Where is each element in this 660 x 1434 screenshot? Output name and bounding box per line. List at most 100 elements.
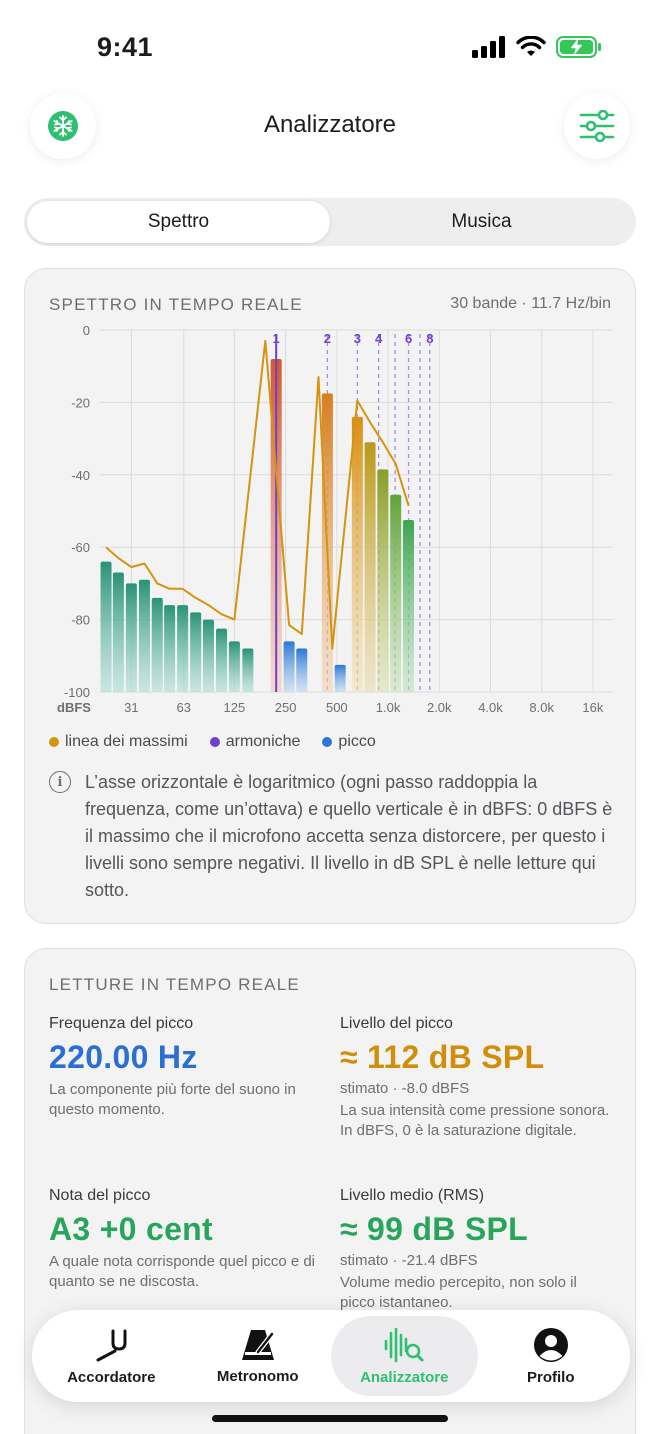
segment-musica[interactable]: Musica — [451, 211, 512, 232]
reading-peak-note: Nota del picco A3 +0 cent A quale nota c… — [49, 1187, 319, 1292]
legend-label: picco — [338, 733, 376, 750]
x-tick-label: 250 — [275, 700, 297, 715]
legend-label: armoniche — [225, 733, 301, 750]
spectrum-bar — [242, 648, 254, 692]
snowflake-icon — [48, 111, 78, 141]
reading-sub: stimato · -21.4 dBFS — [340, 1252, 478, 1269]
x-tick-label: 16k — [582, 700, 603, 715]
spectrum-bar — [164, 605, 176, 692]
y-tick-label: -60 — [71, 540, 90, 555]
reading-peak-level: Livello del picco ≈ 112 dB SPL stimato ·… — [340, 1015, 610, 1141]
reading-desc: A quale nota corrisponde quel picco e di… — [49, 1253, 316, 1290]
harmonic-number: 2 — [324, 331, 331, 346]
home-indicator — [212, 1415, 448, 1422]
reading-sub: stimato · -8.0 dBFS — [340, 1080, 470, 1097]
readings-heading: LETTURE IN TEMPO REALE — [49, 975, 300, 994]
legend-dot-peak — [322, 737, 333, 747]
reading-desc: La sua intensità come pressione sonora. … — [340, 1102, 610, 1139]
chart-info: i L’asse orizzontale è logaritmico (ogni… — [49, 769, 619, 904]
sliders-icon — [579, 110, 615, 142]
reading-label: Nota del picco — [49, 1187, 151, 1204]
legend-item-peak: picco — [322, 733, 376, 751]
spectrum-card: SPETTRO IN TEMPO REALE 30 bande · 11.7 H… — [24, 268, 636, 924]
x-tick-label: 31 — [124, 700, 138, 715]
reading-rms-level: Livello medio (RMS) ≈ 99 dB SPL stimato … — [340, 1187, 610, 1313]
tab-metronomo[interactable]: Metronomo — [185, 1316, 332, 1396]
harmonic-number: 8 — [426, 331, 433, 346]
reading-desc: La componente più forte del suono in que… — [49, 1081, 296, 1118]
reading-value: ≈ 99 dB SPL — [340, 1211, 529, 1247]
tab-label: Profilo — [527, 1368, 575, 1386]
y-tick-label: -100 — [64, 685, 90, 700]
tab-label: Analizzatore — [360, 1368, 449, 1386]
x-tick-label: 63 — [177, 700, 191, 715]
x-tick-label: 1.0k — [376, 700, 401, 715]
tab-bar: Accordatore Metronomo Analizzatore — [32, 1310, 630, 1402]
y-tick-label: 0 — [83, 323, 90, 338]
legend-dot-harmonics — [209, 737, 220, 747]
harmonic-number: 6 — [405, 331, 412, 346]
spectrum-bar — [283, 641, 295, 692]
reading-value: ≈ 112 dB SPL — [340, 1039, 545, 1075]
legend-item-harmonics: armoniche — [209, 733, 301, 751]
spectrum-bar — [364, 442, 376, 692]
spectrum-heading: SPETTRO IN TEMPO REALE — [49, 295, 303, 314]
spectrum-bar — [190, 612, 202, 692]
status-icons — [472, 36, 602, 58]
legend-item-max-line: linea dei massimi — [49, 733, 188, 751]
legend-dot-max-line — [49, 737, 59, 747]
harmonic-number: 1 — [273, 331, 280, 346]
x-tick-label: 2.0k — [427, 700, 452, 715]
spectrum-bar — [228, 641, 240, 692]
spectrum-bar — [296, 648, 308, 692]
tab-accordatore[interactable]: Accordatore — [38, 1316, 185, 1396]
chart-info-text: L’asse orizzontale è logaritmico (ogni p… — [85, 772, 613, 900]
battery-charging-icon — [556, 36, 601, 58]
spectrum-bar — [112, 572, 124, 692]
person-circle-icon — [533, 1327, 568, 1362]
y-unit-label: dBFS — [57, 700, 91, 715]
page-title: Analizzatore — [263, 111, 397, 138]
spectrum-subheading: 30 bande · 11.7 Hz/bin — [450, 295, 611, 312]
waveform-search-icon — [384, 1327, 424, 1362]
metronome-icon — [241, 1329, 275, 1360]
spectrum-bar — [403, 520, 415, 692]
x-tick-label: 4.0k — [478, 700, 503, 715]
freeze-button[interactable] — [30, 93, 96, 159]
wifi-icon — [516, 36, 546, 56]
status-time: 9:41 — [97, 32, 154, 62]
reading-desc: Volume medio percepito, non solo il picc… — [340, 1274, 577, 1311]
legend-label: linea dei massimi — [65, 733, 188, 750]
spectrum-bar — [151, 597, 163, 692]
tab-profilo[interactable]: Profilo — [478, 1316, 625, 1396]
tab-analizzatore[interactable]: Analizzatore — [331, 1316, 478, 1396]
info-icon: i — [49, 771, 71, 793]
view-segmented-control: Spettro Musica — [24, 198, 636, 246]
x-tick-label: 8.0k — [529, 700, 554, 715]
spectrum-bar — [334, 664, 346, 692]
spectrum-bar — [202, 619, 214, 692]
y-tick-label: -20 — [71, 395, 90, 410]
header: Analizzatore — [0, 93, 660, 159]
spectrum-bar — [100, 561, 112, 692]
tuning-fork-icon — [96, 1329, 127, 1361]
settings-button[interactable] — [564, 93, 630, 159]
spectrum-bar — [177, 605, 189, 692]
reading-value: 220.00 Hz — [49, 1039, 198, 1075]
x-tick-label: 125 — [224, 700, 246, 715]
reading-value: A3 +0 cent — [49, 1211, 213, 1247]
status-bar: 9:41 — [0, 0, 660, 95]
y-tick-label: -40 — [71, 468, 90, 483]
spectrum-bar — [377, 469, 389, 692]
spectrum-bar — [125, 583, 137, 692]
segment-spettro[interactable]: Spettro — [27, 201, 330, 243]
spectrum-bar — [216, 628, 228, 692]
chart-legend: linea dei massimi armoniche picco — [49, 733, 376, 751]
harmonic-number: 3 — [354, 331, 361, 346]
y-tick-label: -80 — [71, 613, 90, 628]
tab-label: Accordatore — [67, 1368, 156, 1386]
max-line — [105, 339, 410, 650]
reading-label: Frequenza del picco — [49, 1015, 194, 1032]
spectrum-bar — [138, 579, 150, 692]
